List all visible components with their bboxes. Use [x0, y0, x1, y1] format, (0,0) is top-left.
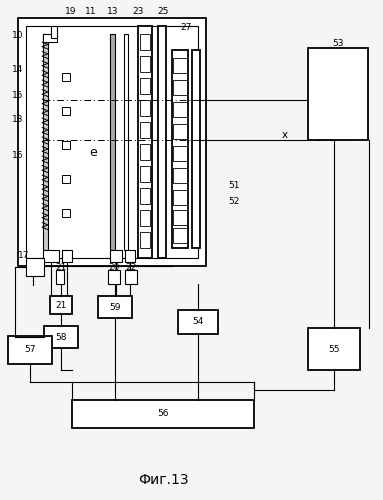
Text: 19: 19: [65, 8, 77, 16]
Bar: [110, 34, 115, 250]
Text: 10: 10: [12, 30, 23, 40]
Bar: [140, 34, 150, 50]
Text: 14: 14: [12, 66, 23, 74]
Text: 15: 15: [12, 90, 23, 100]
Text: Фиг.13: Фиг.13: [137, 473, 188, 487]
Text: 21: 21: [55, 300, 67, 310]
Text: 13: 13: [107, 8, 119, 16]
Bar: [62, 175, 70, 183]
Text: x: x: [282, 130, 288, 140]
Text: 22: 22: [125, 262, 137, 272]
Bar: [140, 166, 150, 182]
Text: 55: 55: [328, 344, 340, 354]
Bar: [173, 190, 187, 205]
Bar: [158, 26, 166, 258]
Text: 17: 17: [18, 252, 30, 260]
Text: 58: 58: [55, 332, 67, 342]
Bar: [140, 56, 150, 72]
Bar: [62, 107, 70, 115]
Bar: [108, 270, 120, 284]
Text: 20: 20: [108, 262, 119, 272]
Bar: [140, 100, 150, 116]
Bar: [178, 310, 218, 334]
Bar: [110, 250, 122, 262]
Bar: [56, 270, 64, 284]
Bar: [62, 141, 70, 149]
Bar: [140, 210, 150, 226]
Bar: [140, 188, 150, 204]
Bar: [50, 296, 72, 314]
Bar: [173, 124, 187, 139]
Text: 57: 57: [24, 346, 36, 354]
Bar: [44, 326, 78, 348]
Bar: [125, 250, 135, 262]
Bar: [172, 50, 188, 248]
Text: 23: 23: [132, 8, 144, 16]
Bar: [140, 78, 150, 94]
Bar: [125, 270, 137, 284]
Bar: [173, 58, 187, 73]
Bar: [173, 210, 187, 225]
Bar: [173, 102, 187, 117]
Bar: [62, 250, 72, 262]
Bar: [192, 50, 200, 248]
Bar: [308, 328, 360, 370]
Bar: [124, 34, 128, 250]
Text: 52: 52: [228, 198, 239, 206]
Text: 25: 25: [157, 8, 169, 16]
Bar: [173, 228, 187, 243]
Text: 59: 59: [109, 302, 121, 312]
Bar: [140, 122, 150, 138]
Bar: [308, 48, 368, 140]
Text: 51: 51: [228, 180, 239, 190]
Text: 53: 53: [332, 38, 344, 48]
Text: 21: 21: [55, 262, 67, 272]
Text: 16: 16: [12, 150, 23, 160]
Bar: [26, 26, 198, 258]
Text: 13: 13: [12, 116, 23, 124]
Bar: [62, 209, 70, 217]
Bar: [173, 146, 187, 161]
Bar: [173, 168, 187, 183]
Bar: [98, 296, 132, 318]
Bar: [8, 336, 52, 364]
Bar: [140, 232, 150, 248]
Bar: [26, 258, 44, 276]
Text: 11: 11: [85, 8, 97, 16]
Text: 27: 27: [180, 24, 192, 32]
Bar: [140, 144, 150, 160]
Bar: [51, 26, 57, 38]
Bar: [173, 80, 187, 95]
Text: 54: 54: [192, 318, 204, 326]
Text: e: e: [89, 146, 97, 158]
Bar: [43, 34, 48, 250]
Bar: [18, 18, 206, 266]
Bar: [62, 73, 70, 81]
Bar: [138, 26, 152, 258]
Bar: [43, 250, 59, 262]
Bar: [72, 400, 254, 428]
Bar: [43, 34, 57, 42]
Text: 56: 56: [157, 410, 169, 418]
